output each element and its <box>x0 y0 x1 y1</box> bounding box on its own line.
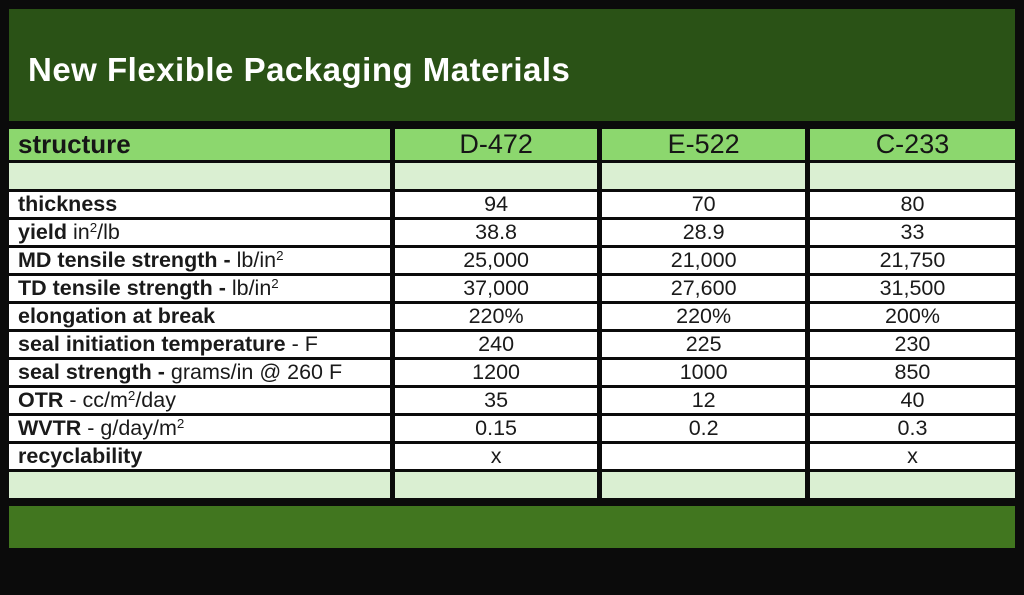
row-label: recyclability <box>9 441 395 472</box>
row-label: TD tensile strength - lb/in2 <box>9 273 395 304</box>
table-cell: 225 <box>597 329 810 360</box>
label-part: MD tensile strength - <box>18 248 231 272</box>
table-cell: 0.2 <box>597 413 810 444</box>
table-cell: 70 <box>597 189 810 220</box>
table-cell: 12 <box>597 385 810 416</box>
table-cell: x <box>389 441 603 472</box>
table-cell: 21,000 <box>597 245 810 276</box>
label-part: - cc/m <box>63 388 128 412</box>
label-part: 2 <box>89 220 98 236</box>
table-row: thickness 94 70 80 <box>9 189 1015 220</box>
table-cell: 0.3 <box>804 413 1015 444</box>
table-row: WVTR - g/day/m2 0.15 0.2 0.3 <box>9 413 1015 444</box>
table-cell: 200% <box>804 301 1015 332</box>
spacer-cell <box>9 160 395 192</box>
table-row: TD tensile strength - lb/in2 37,000 27,6… <box>9 273 1015 304</box>
table-cell: 1200 <box>389 357 603 388</box>
label-part: elongation at break <box>18 304 216 328</box>
footer-bar <box>9 506 1015 548</box>
table-cell: 240 <box>389 329 603 360</box>
header-col-e522: E-522 <box>597 126 810 163</box>
label-part: 2 <box>271 276 279 292</box>
table-cell: 21,750 <box>804 245 1015 276</box>
table-cell: 230 <box>804 329 1015 360</box>
table-row: OTR - cc/m2/day 35 12 40 <box>9 385 1015 416</box>
table-row: recyclability x x <box>9 441 1015 472</box>
table-cell: x <box>804 441 1015 472</box>
table-cell: 94 <box>389 189 603 220</box>
label-part: lb/in <box>225 276 272 300</box>
label-part: /lb <box>97 220 120 244</box>
label-part: seal initiation temperature <box>18 332 286 356</box>
spacer-cell <box>804 160 1015 192</box>
table-row: yield in2/lb 38.8 28.9 33 <box>9 217 1015 248</box>
label-part: WVTR <box>18 416 82 440</box>
table-cell: 37,000 <box>389 273 603 304</box>
label-part: 2 <box>276 248 284 264</box>
table-cell: 0.15 <box>389 413 603 444</box>
header-row: structure D-472 E-522 C-233 <box>9 126 1015 163</box>
spacer-row-top <box>9 160 1015 192</box>
table-cell: 220% <box>389 301 603 332</box>
spacer-cell <box>597 160 810 192</box>
table-row: elongation at break 220% 220% 200% <box>9 301 1015 332</box>
row-label: yield in2/lb <box>9 217 395 248</box>
label-part: grams/in @ 260 F <box>164 360 343 384</box>
table-cell: 850 <box>804 357 1015 388</box>
header-structure: structure <box>9 126 395 163</box>
table-cell: 33 <box>804 217 1015 248</box>
label-part: lb/in <box>230 248 277 272</box>
label-part: /day <box>135 388 176 412</box>
spacer-cell <box>389 160 603 192</box>
label-part: - F <box>285 332 318 356</box>
table-row: MD tensile strength - lb/in2 25,000 21,0… <box>9 245 1015 276</box>
row-label: elongation at break <box>9 301 395 332</box>
label-part: OTR <box>18 388 64 412</box>
label-part: recyclability <box>18 444 143 468</box>
row-label: seal strength - grams/in @ 260 F <box>9 357 395 388</box>
label-part: in <box>67 220 90 244</box>
table-cell: 80 <box>804 189 1015 220</box>
page-title: New Flexible Packaging Materials <box>28 51 571 88</box>
label-part: - g/day/m <box>81 416 177 440</box>
row-label: OTR - cc/m2/day <box>9 385 395 416</box>
spacer-row-bottom <box>9 469 1015 501</box>
label-part: 2 <box>127 388 136 404</box>
header-col-d472: D-472 <box>389 126 603 163</box>
label-part: TD tensile strength - <box>18 276 226 300</box>
table-cell: 28.9 <box>597 217 810 248</box>
row-label: seal initiation temperature - F <box>9 329 395 360</box>
table-cell: 27,600 <box>597 273 810 304</box>
title-band: New Flexible Packaging Materials <box>9 9 1015 121</box>
label-part: yield <box>18 220 67 244</box>
table-cell: 1000 <box>597 357 810 388</box>
table-cell: 35 <box>389 385 603 416</box>
table-cell: 38.8 <box>389 217 603 248</box>
label-part: thickness <box>18 192 118 216</box>
header-col-c233: C-233 <box>804 126 1015 163</box>
label-part: seal strength - <box>18 360 165 384</box>
table-cell: 31,500 <box>804 273 1015 304</box>
row-label: WVTR - g/day/m2 <box>9 413 395 444</box>
spacer-cell <box>389 469 603 501</box>
table-cell <box>597 441 810 472</box>
row-label: MD tensile strength - lb/in2 <box>9 245 395 276</box>
table-cell: 220% <box>597 301 810 332</box>
spacer-cell <box>804 469 1015 501</box>
materials-table: structure D-472 E-522 C-233 thickness 94… <box>9 126 1015 501</box>
label-part: 2 <box>176 416 185 432</box>
spacer-cell <box>597 469 810 501</box>
table-row: seal strength - grams/in @ 260 F 1200 10… <box>9 357 1015 388</box>
table-cell: 25,000 <box>389 245 603 276</box>
table-row: seal initiation temperature - F 240 225 … <box>9 329 1015 360</box>
row-label: thickness <box>9 189 395 220</box>
spacer-cell <box>9 469 395 501</box>
table-cell: 40 <box>804 385 1015 416</box>
